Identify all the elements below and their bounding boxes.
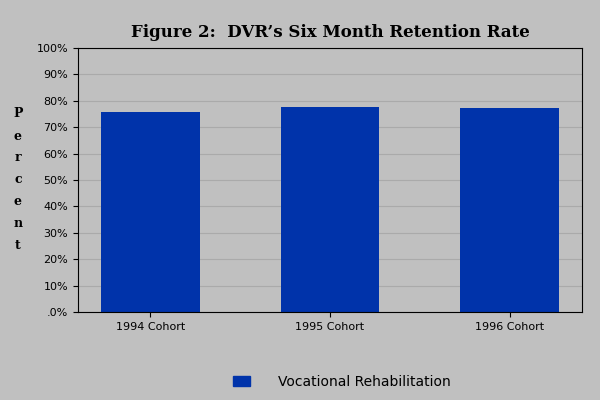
Bar	[281, 108, 379, 312]
Text: P: P	[13, 108, 23, 120]
Text: e: e	[14, 196, 22, 208]
Text: n: n	[13, 218, 23, 230]
Text: r: r	[14, 152, 22, 164]
Legend: Vocational Rehabilitation: Vocational Rehabilitation	[233, 375, 451, 389]
Text: e: e	[14, 130, 22, 142]
Text: t: t	[15, 240, 21, 252]
Title: Figure 2:  DVR’s Six Month Retention Rate: Figure 2: DVR’s Six Month Retention Rate	[131, 24, 529, 41]
Bar	[460, 108, 559, 312]
Text: c: c	[14, 174, 22, 186]
Bar	[101, 112, 200, 312]
